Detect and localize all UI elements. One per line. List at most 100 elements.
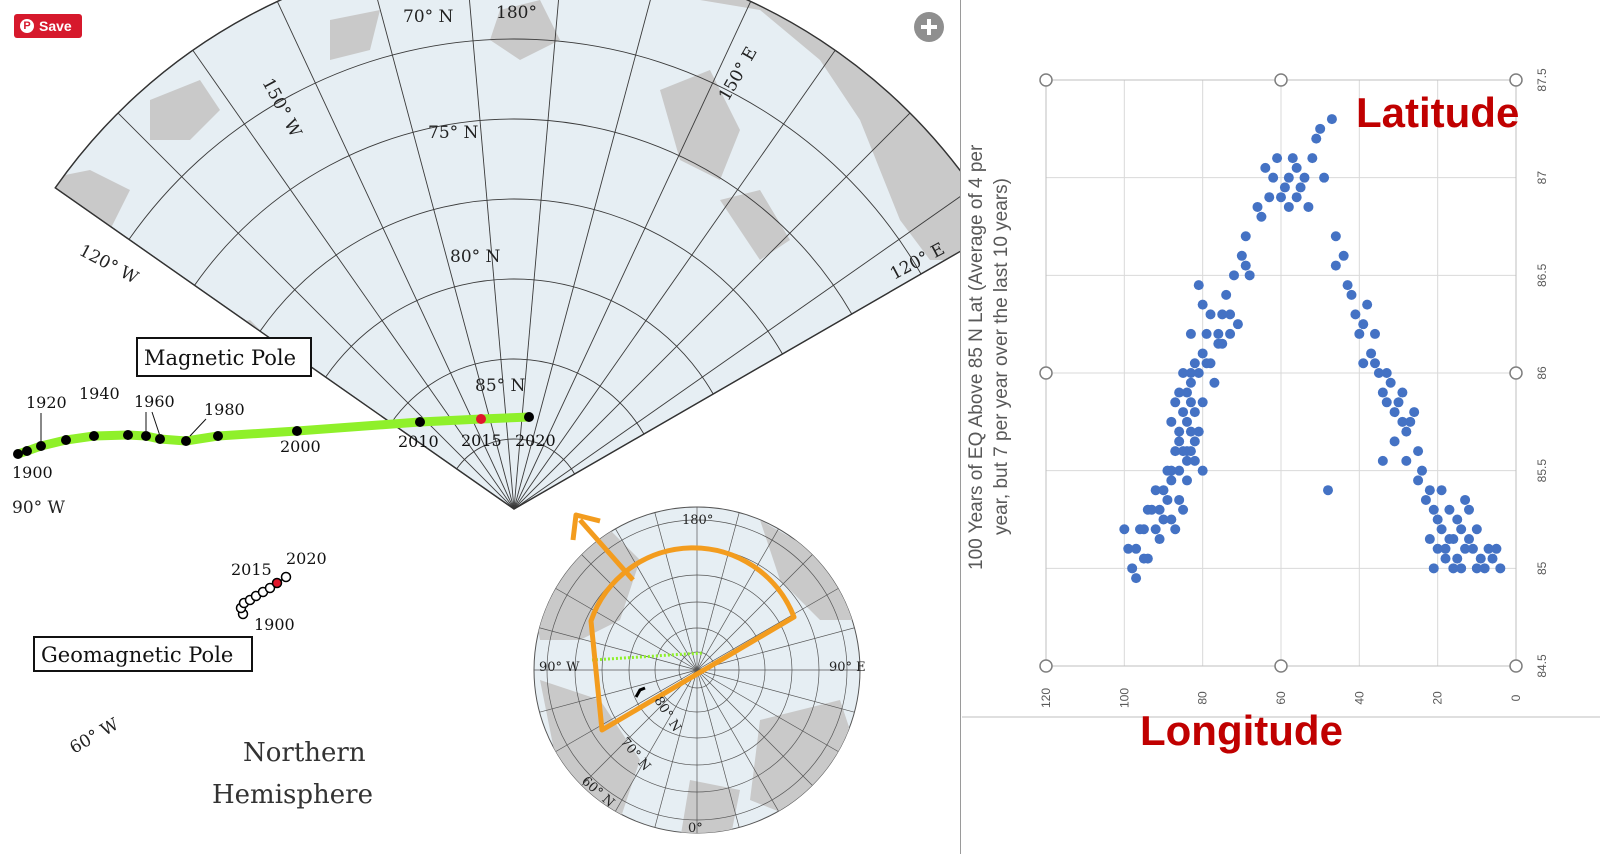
x-tick-label: 40 bbox=[1352, 691, 1366, 705]
scatter-point bbox=[1330, 231, 1341, 242]
geomagnetic-pole-point bbox=[264, 582, 276, 594]
scatter-point bbox=[1174, 494, 1185, 505]
magnetic-pole-point bbox=[36, 441, 46, 451]
scatter-point bbox=[1464, 504, 1474, 515]
resize-handle[interactable] bbox=[1509, 659, 1523, 673]
scatter-point bbox=[1272, 153, 1283, 164]
scatter-point bbox=[1174, 387, 1185, 398]
magnetic-pole-point bbox=[22, 446, 32, 456]
inset-land-3 bbox=[750, 700, 860, 820]
scatter-point bbox=[1471, 524, 1482, 535]
geomagnetic-pole-point bbox=[280, 571, 292, 583]
scatter-point bbox=[1483, 543, 1494, 554]
scatter-point bbox=[1127, 563, 1138, 574]
scatter-point bbox=[1307, 153, 1318, 164]
inset-label-0: 0° bbox=[688, 821, 703, 836]
geo-year-2015: 2015 bbox=[231, 560, 272, 579]
meridian-265 bbox=[463, 0, 515, 510]
scatter-point bbox=[1232, 319, 1243, 330]
scatter-point bbox=[1420, 494, 1431, 505]
inset-meridian-105 bbox=[652, 669, 698, 833]
scatter-point bbox=[1178, 504, 1189, 515]
scatter-point bbox=[1193, 280, 1204, 291]
inset-globe: 180° 90° W 90° E 80° N 70° N 60° N 0° bbox=[533, 506, 866, 836]
land-mass-4 bbox=[490, 0, 560, 60]
scatter-point bbox=[1381, 368, 1392, 378]
scatter-point bbox=[1205, 309, 1216, 320]
expand-icon[interactable] bbox=[914, 12, 944, 42]
pin-save-button[interactable]: P Save bbox=[14, 14, 82, 38]
scatter-point bbox=[1464, 534, 1474, 545]
x-axis-title-longitude: Longitude bbox=[1140, 707, 1343, 754]
inset-meridian-45 bbox=[696, 669, 818, 791]
scatter-point bbox=[1178, 446, 1189, 457]
land-mass-3 bbox=[330, 10, 380, 60]
scatter-point bbox=[1154, 534, 1165, 545]
map-outline bbox=[54, 0, 960, 510]
scatter-point bbox=[1287, 153, 1298, 164]
resize-handle[interactable] bbox=[1039, 659, 1053, 673]
inset-meridian-240 bbox=[611, 522, 698, 671]
resize-handle[interactable] bbox=[1039, 366, 1053, 380]
magnetic-pole-point bbox=[123, 430, 133, 440]
label-70n: 70° N bbox=[403, 7, 454, 27]
scatter-point bbox=[1119, 524, 1130, 535]
x-tick-label: 80 bbox=[1196, 691, 1210, 705]
inset-land-4 bbox=[680, 780, 740, 833]
magnetic-pole-map: 70° N 180° 150° W 150° E 75° N 120° W 80… bbox=[12, 0, 960, 836]
scatter-point bbox=[1217, 338, 1228, 349]
scatter-point bbox=[1131, 543, 1142, 554]
label-60w: 60° W bbox=[67, 714, 123, 758]
mag-year-2015: 2015 bbox=[461, 431, 502, 450]
series-label-latitude: Latitude bbox=[1356, 89, 1519, 136]
scatter-point bbox=[1166, 514, 1177, 525]
scatter-point bbox=[1158, 514, 1169, 525]
scatter-point bbox=[1213, 328, 1224, 339]
scatter-point bbox=[1460, 494, 1471, 505]
mag-year-2010: 2010 bbox=[398, 432, 439, 451]
x-tick-label: 100 bbox=[1117, 688, 1131, 708]
magnetic-pole-point bbox=[524, 412, 534, 422]
selection-handles[interactable] bbox=[1039, 73, 1523, 673]
resize-handle[interactable] bbox=[1039, 73, 1053, 87]
parallel-4 bbox=[194, 118, 853, 315]
scatter-point bbox=[1460, 543, 1471, 554]
scatter-point bbox=[1456, 563, 1467, 574]
parallel-2 bbox=[325, 278, 714, 395]
magnetic-pole-point bbox=[13, 449, 23, 459]
inset-meridian-135 bbox=[576, 669, 698, 791]
resize-handle[interactable] bbox=[1274, 659, 1288, 673]
inset-land-2 bbox=[760, 520, 860, 620]
parallel-5 bbox=[128, 38, 922, 275]
scatter-point bbox=[1185, 377, 1196, 388]
scatter-point bbox=[1268, 172, 1279, 183]
x-tick-label: 20 bbox=[1431, 691, 1445, 705]
mag-year-1920: 1920 bbox=[26, 393, 67, 412]
magnetic-pole-points bbox=[13, 412, 534, 459]
geomagnetic-pole-label: Geomagnetic Pole bbox=[41, 643, 233, 667]
scatter-point bbox=[1397, 387, 1408, 398]
inset-meridian-150 bbox=[549, 669, 698, 756]
scatter-point bbox=[1326, 114, 1337, 125]
scatter-point bbox=[1432, 543, 1443, 554]
scatter-point bbox=[1131, 573, 1142, 584]
resize-handle[interactable] bbox=[1509, 366, 1523, 380]
parallel-1 bbox=[390, 358, 645, 435]
resize-handle[interactable] bbox=[1509, 73, 1523, 87]
inset-land-1 bbox=[540, 680, 640, 820]
scatter-point bbox=[1182, 416, 1192, 427]
scatter-point bbox=[1432, 514, 1443, 525]
scatter-point bbox=[1350, 309, 1361, 320]
meridian-225 bbox=[103, 98, 515, 510]
scatter-point bbox=[1170, 397, 1181, 408]
scatter-point bbox=[1197, 299, 1208, 310]
mag-year-leaders bbox=[40, 411, 207, 441]
resize-handle[interactable] bbox=[1274, 73, 1288, 87]
pin-save-label: Save bbox=[39, 18, 72, 34]
scatter-point bbox=[1174, 436, 1185, 447]
geomagnetic-pole-label-box bbox=[33, 636, 253, 672]
y-tick-label: 84.5 bbox=[1535, 654, 1549, 678]
scatter-point bbox=[1185, 397, 1196, 408]
scatter-point bbox=[1389, 436, 1400, 447]
scatter-point bbox=[1385, 377, 1396, 388]
